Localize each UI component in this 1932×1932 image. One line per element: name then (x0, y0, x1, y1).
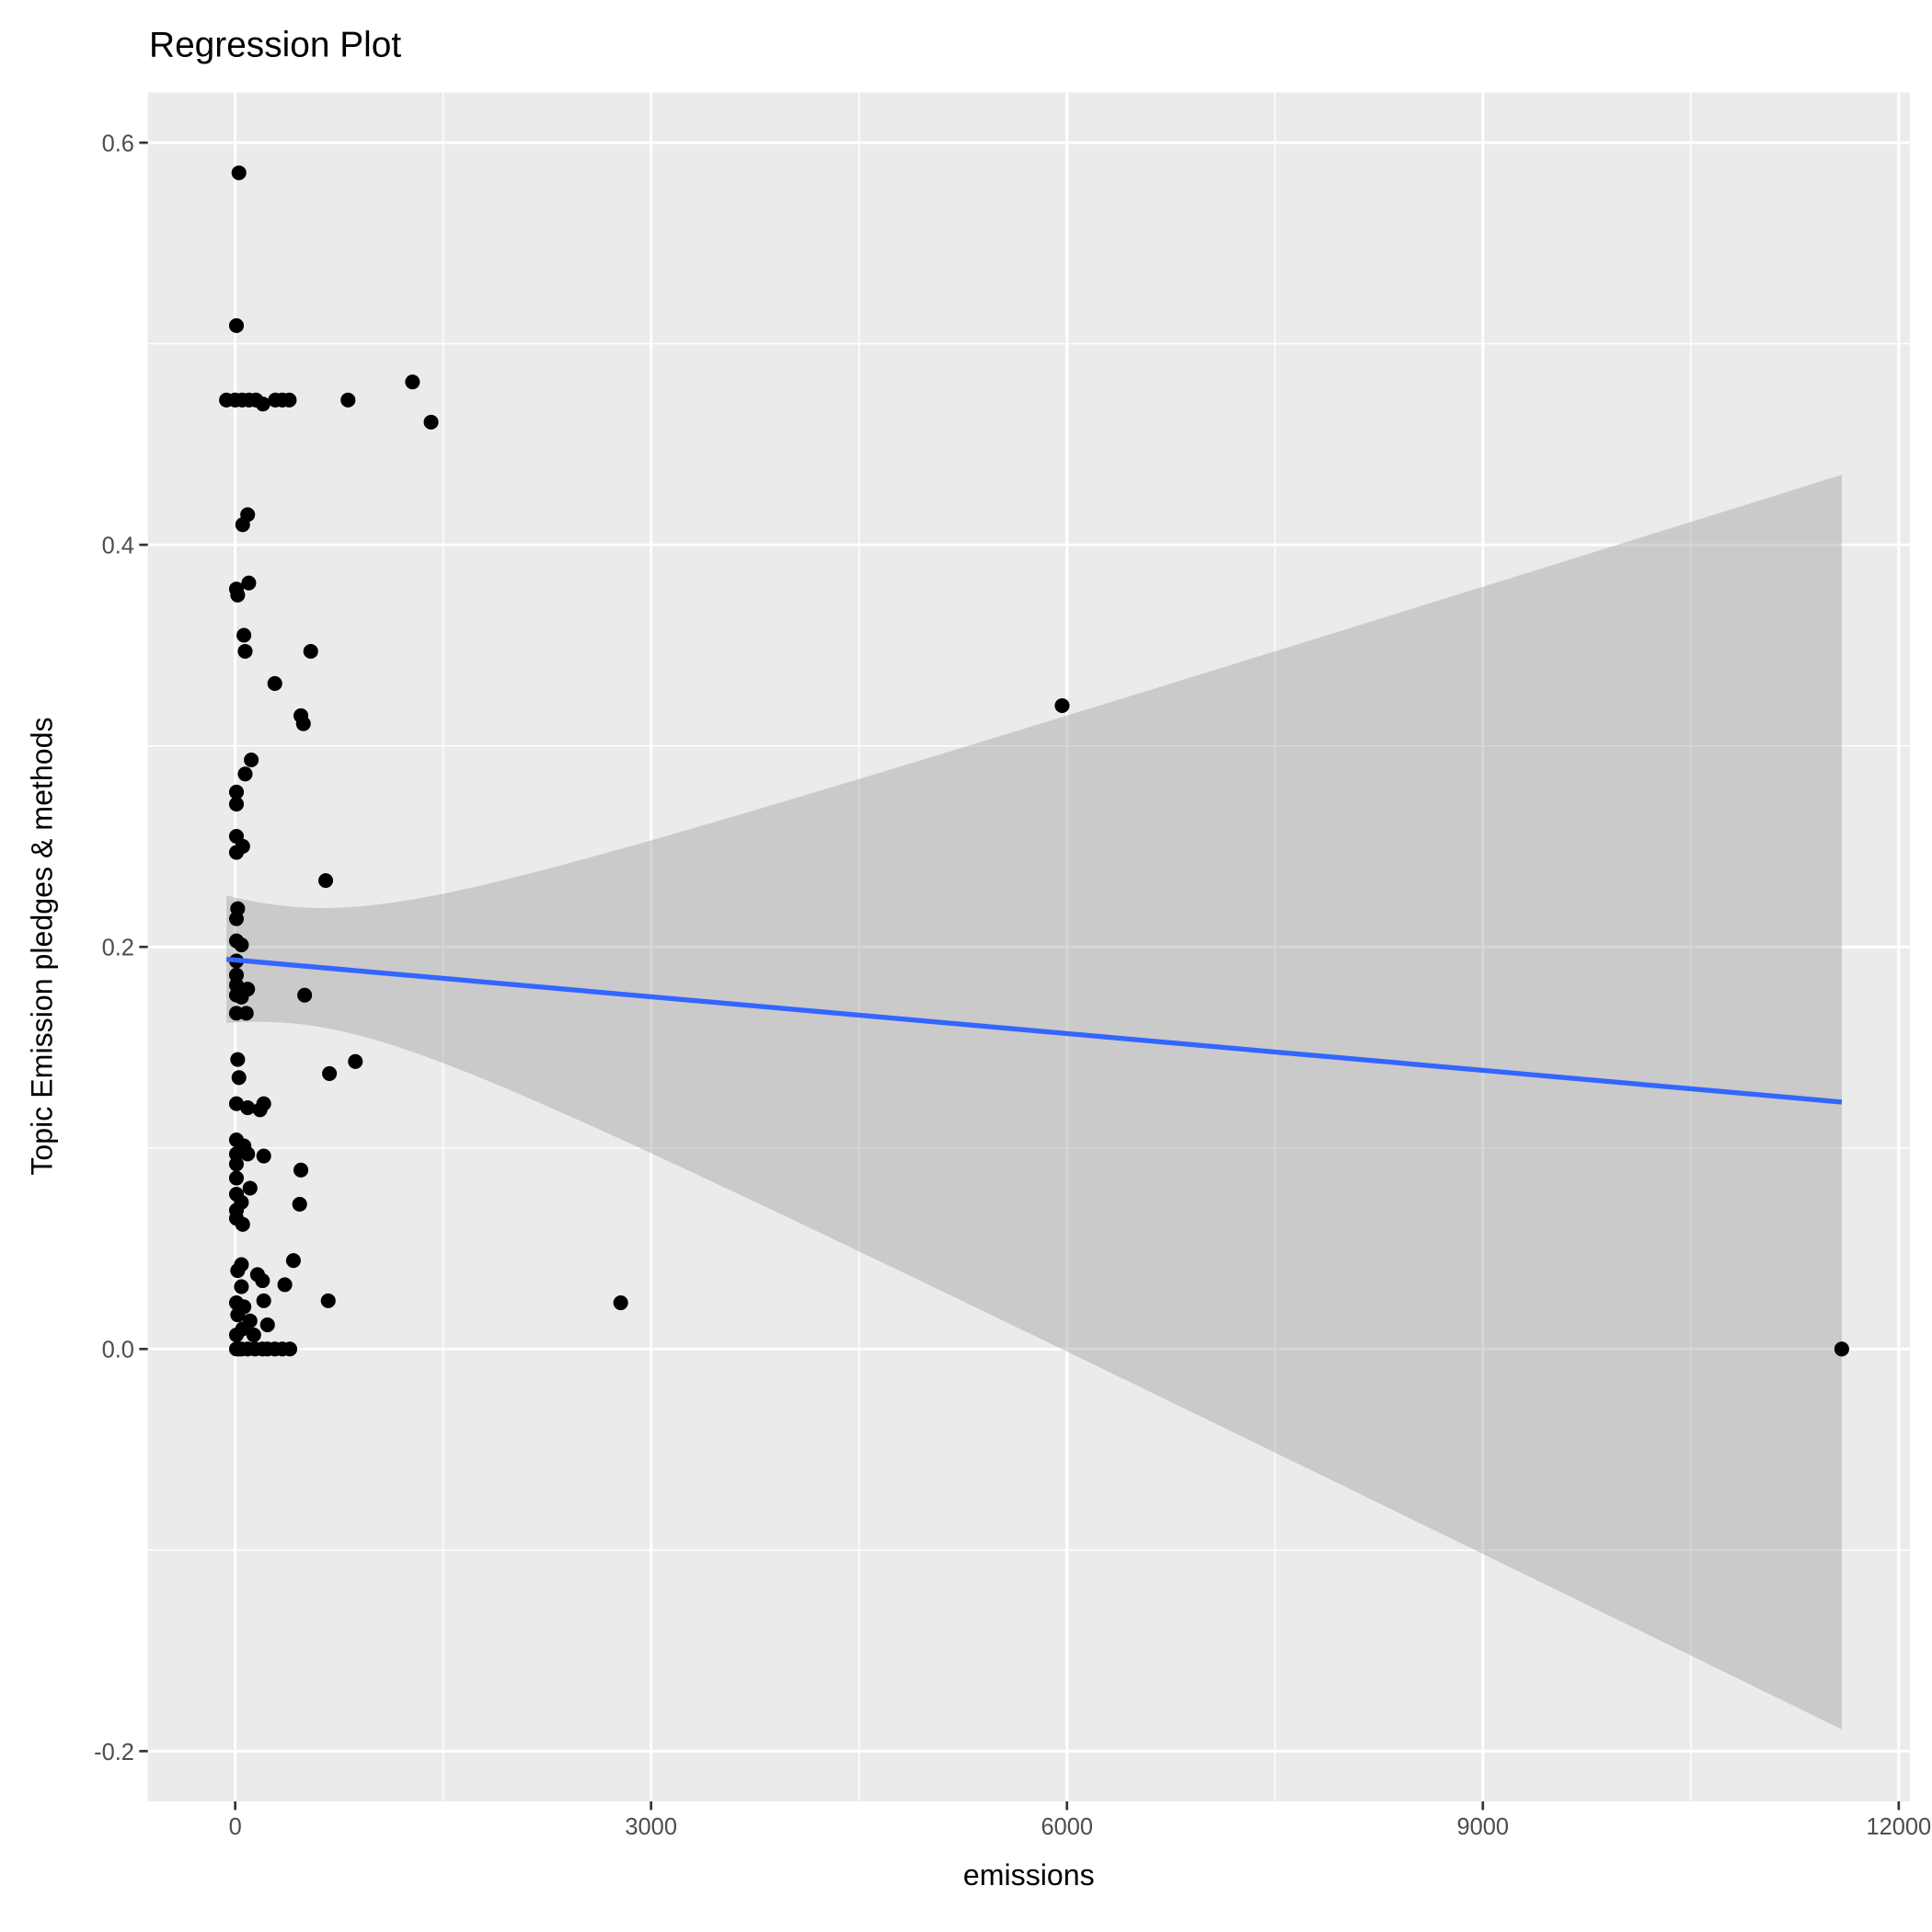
data-point (405, 374, 420, 390)
data-point (613, 1295, 628, 1311)
data-point (228, 1096, 245, 1111)
data-point (242, 1180, 258, 1196)
data-point (318, 873, 334, 889)
data-point (230, 1263, 246, 1279)
data-point (303, 643, 318, 660)
data-point (231, 165, 247, 180)
regression-line (225, 956, 1843, 1105)
data-point (255, 397, 270, 412)
data-point (228, 1327, 245, 1343)
data-point (241, 575, 257, 591)
data-point (231, 1070, 247, 1086)
data-point (320, 1293, 336, 1308)
axes: 0 3000 6000 9000 12000 -0.2 0.0 0.2 0.4 0.6 (94, 131, 1931, 1840)
y-tick-label: 0.0 (102, 1338, 134, 1363)
data-point (297, 987, 313, 1003)
data-point (348, 1053, 363, 1069)
data-point (293, 1162, 309, 1178)
data-point (230, 1052, 246, 1067)
y-tick-label: -0.2 (94, 1740, 134, 1765)
data-point (292, 1196, 307, 1213)
data-point (234, 989, 249, 1005)
regression-line-group (225, 956, 1843, 1105)
data-point (256, 1293, 271, 1308)
data-point (235, 1216, 250, 1232)
x-tick-label: 6000 (1041, 1814, 1093, 1840)
y-axis-title: Topic Emission pledges & methods (25, 717, 58, 1175)
x-tick-label: 12000 (1866, 1814, 1931, 1840)
data-point (230, 1307, 246, 1323)
data-point (277, 1277, 293, 1293)
data-point (228, 784, 245, 800)
x-axis-title: emissions (963, 1858, 1095, 1892)
data-point (240, 1146, 256, 1162)
data-point (235, 517, 250, 533)
data-point (230, 587, 246, 603)
confidence-band (226, 475, 1842, 1730)
data-point (234, 1279, 249, 1294)
data-point (228, 845, 245, 860)
data-point (228, 1170, 245, 1186)
data-point (234, 937, 249, 953)
data-point (256, 1148, 271, 1164)
data-point (237, 766, 253, 782)
data-point (295, 716, 311, 731)
data-point (1054, 697, 1070, 714)
data-points (219, 165, 1849, 1357)
data-point (238, 1006, 254, 1021)
data-point (1834, 1341, 1849, 1357)
data-point (423, 414, 439, 430)
data-point (246, 1327, 261, 1343)
y-tick-label: 0.4 (102, 534, 134, 559)
y-tick-label: 0.2 (102, 936, 134, 961)
data-point (237, 643, 253, 660)
data-point (282, 392, 297, 408)
gridlines (147, 92, 1910, 1802)
data-point (240, 1100, 256, 1116)
x-tick-label: 0 (229, 1814, 242, 1840)
data-point (282, 1341, 298, 1357)
data-point (228, 317, 245, 333)
data-point (267, 675, 282, 691)
confidence-band-area (226, 475, 1842, 1730)
data-point (255, 1272, 270, 1289)
data-point (340, 392, 356, 408)
x-tick-label: 9000 (1456, 1814, 1509, 1840)
data-point (228, 797, 245, 812)
data-point (285, 1253, 301, 1269)
data-point (228, 911, 245, 926)
data-point (252, 1102, 268, 1118)
data-point (322, 1065, 338, 1081)
data-point (228, 1156, 245, 1172)
chart-title: Regression Plot (149, 26, 401, 65)
x-tick-label: 3000 (625, 1814, 677, 1840)
data-point (236, 627, 252, 643)
data-point (259, 1317, 275, 1333)
y-tick-label: 0.6 (102, 131, 134, 156)
data-point (244, 752, 259, 768)
